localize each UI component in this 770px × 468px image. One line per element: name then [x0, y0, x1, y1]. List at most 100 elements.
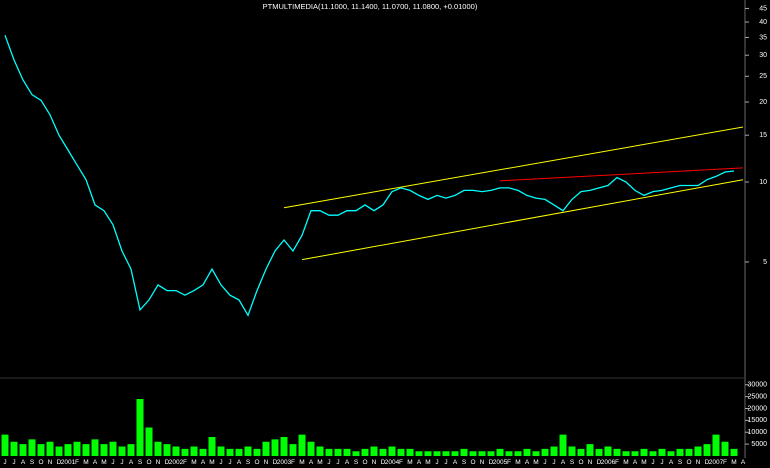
volume-bar	[568, 446, 576, 456]
x-tick-label: M	[407, 459, 412, 466]
volume-bar	[379, 448, 387, 456]
volume-bar	[460, 448, 468, 456]
x-tick-label: D	[705, 459, 710, 466]
volume-bar	[226, 448, 234, 456]
volume-bar	[694, 446, 702, 456]
x-tick-label: J	[228, 459, 231, 466]
x-tick-label: O	[578, 459, 583, 466]
volume-bar	[262, 441, 270, 456]
volume-bar	[532, 451, 540, 456]
x-tick-label: 2006	[601, 459, 616, 466]
y-tick-label: 45	[759, 5, 767, 12]
volume-bar	[586, 444, 594, 456]
x-tick-label: A	[561, 459, 566, 466]
volume-bar	[163, 444, 171, 456]
x-tick-label: O	[686, 459, 691, 466]
x-tick-label: J	[336, 459, 339, 466]
volume-bar	[469, 451, 477, 456]
volume-bar	[721, 441, 729, 456]
volume-bar	[298, 434, 306, 456]
x-tick-label: M	[515, 459, 520, 466]
volume-bar	[478, 451, 486, 456]
volume-bar	[127, 444, 135, 456]
x-tick-label: N	[156, 459, 161, 466]
volume-bar	[640, 448, 648, 456]
x-tick-label: O	[254, 459, 259, 466]
x-tick-label: O	[38, 459, 43, 466]
volume-bar	[181, 448, 189, 456]
x-tick-label: F	[507, 459, 511, 466]
x-tick-label: 2003	[277, 459, 292, 466]
volume-bar	[190, 446, 198, 456]
volume-bar	[523, 448, 531, 456]
x-tick-label: S	[30, 459, 35, 466]
volume-bar	[37, 444, 45, 456]
volume-bar	[451, 451, 459, 456]
x-tick-label: J	[444, 459, 447, 466]
y-tick-label: 25	[759, 73, 767, 80]
x-tick-label: S	[246, 459, 251, 466]
x-tick-label: F	[615, 459, 619, 466]
volume-bar	[271, 439, 279, 456]
x-tick-label: J	[111, 459, 114, 466]
x-tick-label: A	[93, 459, 98, 466]
x-tick-label: A	[21, 459, 26, 466]
volume-bar	[1, 434, 9, 456]
x-tick-label: M	[299, 459, 304, 466]
volume-bar	[316, 446, 324, 456]
volume-bar	[10, 441, 18, 456]
x-tick-label: J	[552, 459, 555, 466]
x-tick-label: M	[623, 459, 628, 466]
y-tick-label: 5000	[751, 441, 767, 448]
x-tick-label: 2004	[385, 459, 400, 466]
x-tick-label: S	[354, 459, 359, 466]
chart-title: PTMULTIMEDIA(11.1000, 11.1400, 11.0700, …	[263, 2, 478, 11]
volume-bar	[46, 441, 54, 456]
volume-bar	[676, 448, 684, 456]
x-tick-label: D	[381, 459, 386, 466]
volume-bar	[541, 448, 549, 456]
x-tick-label: A	[201, 459, 206, 466]
x-tick-label: M	[641, 459, 646, 466]
x-tick-label: D	[165, 459, 170, 466]
volume-bar	[667, 451, 675, 456]
x-tick-label: M	[425, 459, 430, 466]
volume-bar	[280, 437, 288, 456]
x-tick-label: A	[129, 459, 134, 466]
x-tick-label: N	[48, 459, 53, 466]
volume-bar	[334, 448, 342, 456]
volume-bar	[442, 451, 450, 456]
x-tick-label: D	[597, 459, 602, 466]
x-tick-label: N	[480, 459, 485, 466]
volume-bar	[244, 446, 252, 456]
volume-bar	[622, 451, 630, 456]
x-tick-label: A	[237, 459, 242, 466]
x-tick-label: M	[731, 459, 736, 466]
volume-bar	[154, 441, 162, 456]
volume-bar	[397, 448, 405, 456]
x-tick-label: S	[138, 459, 143, 466]
x-tick-label: J	[660, 459, 663, 466]
volume-bar	[109, 441, 117, 456]
volume-bar	[712, 434, 720, 456]
x-tick-label: J	[120, 459, 123, 466]
x-tick-label: 2005	[493, 459, 508, 466]
volume-bar	[604, 446, 612, 456]
volume-bar	[496, 448, 504, 456]
volume-bar	[217, 446, 225, 456]
volume-bar	[613, 448, 621, 456]
x-tick-label: M	[191, 459, 196, 466]
x-tick-label: A	[345, 459, 350, 466]
x-tick-label: A	[453, 459, 458, 466]
y-tick-label: 40	[759, 19, 767, 26]
volume-bar	[352, 451, 360, 456]
y-tick-label: 30	[759, 52, 767, 59]
x-tick-label: S	[678, 459, 683, 466]
x-tick-label: A	[525, 459, 530, 466]
volume-bar	[73, 441, 81, 456]
volume-bar	[91, 439, 99, 456]
volume-bar	[514, 451, 522, 456]
x-tick-label: A	[309, 459, 314, 466]
y-tick-label: 15000	[748, 417, 768, 424]
